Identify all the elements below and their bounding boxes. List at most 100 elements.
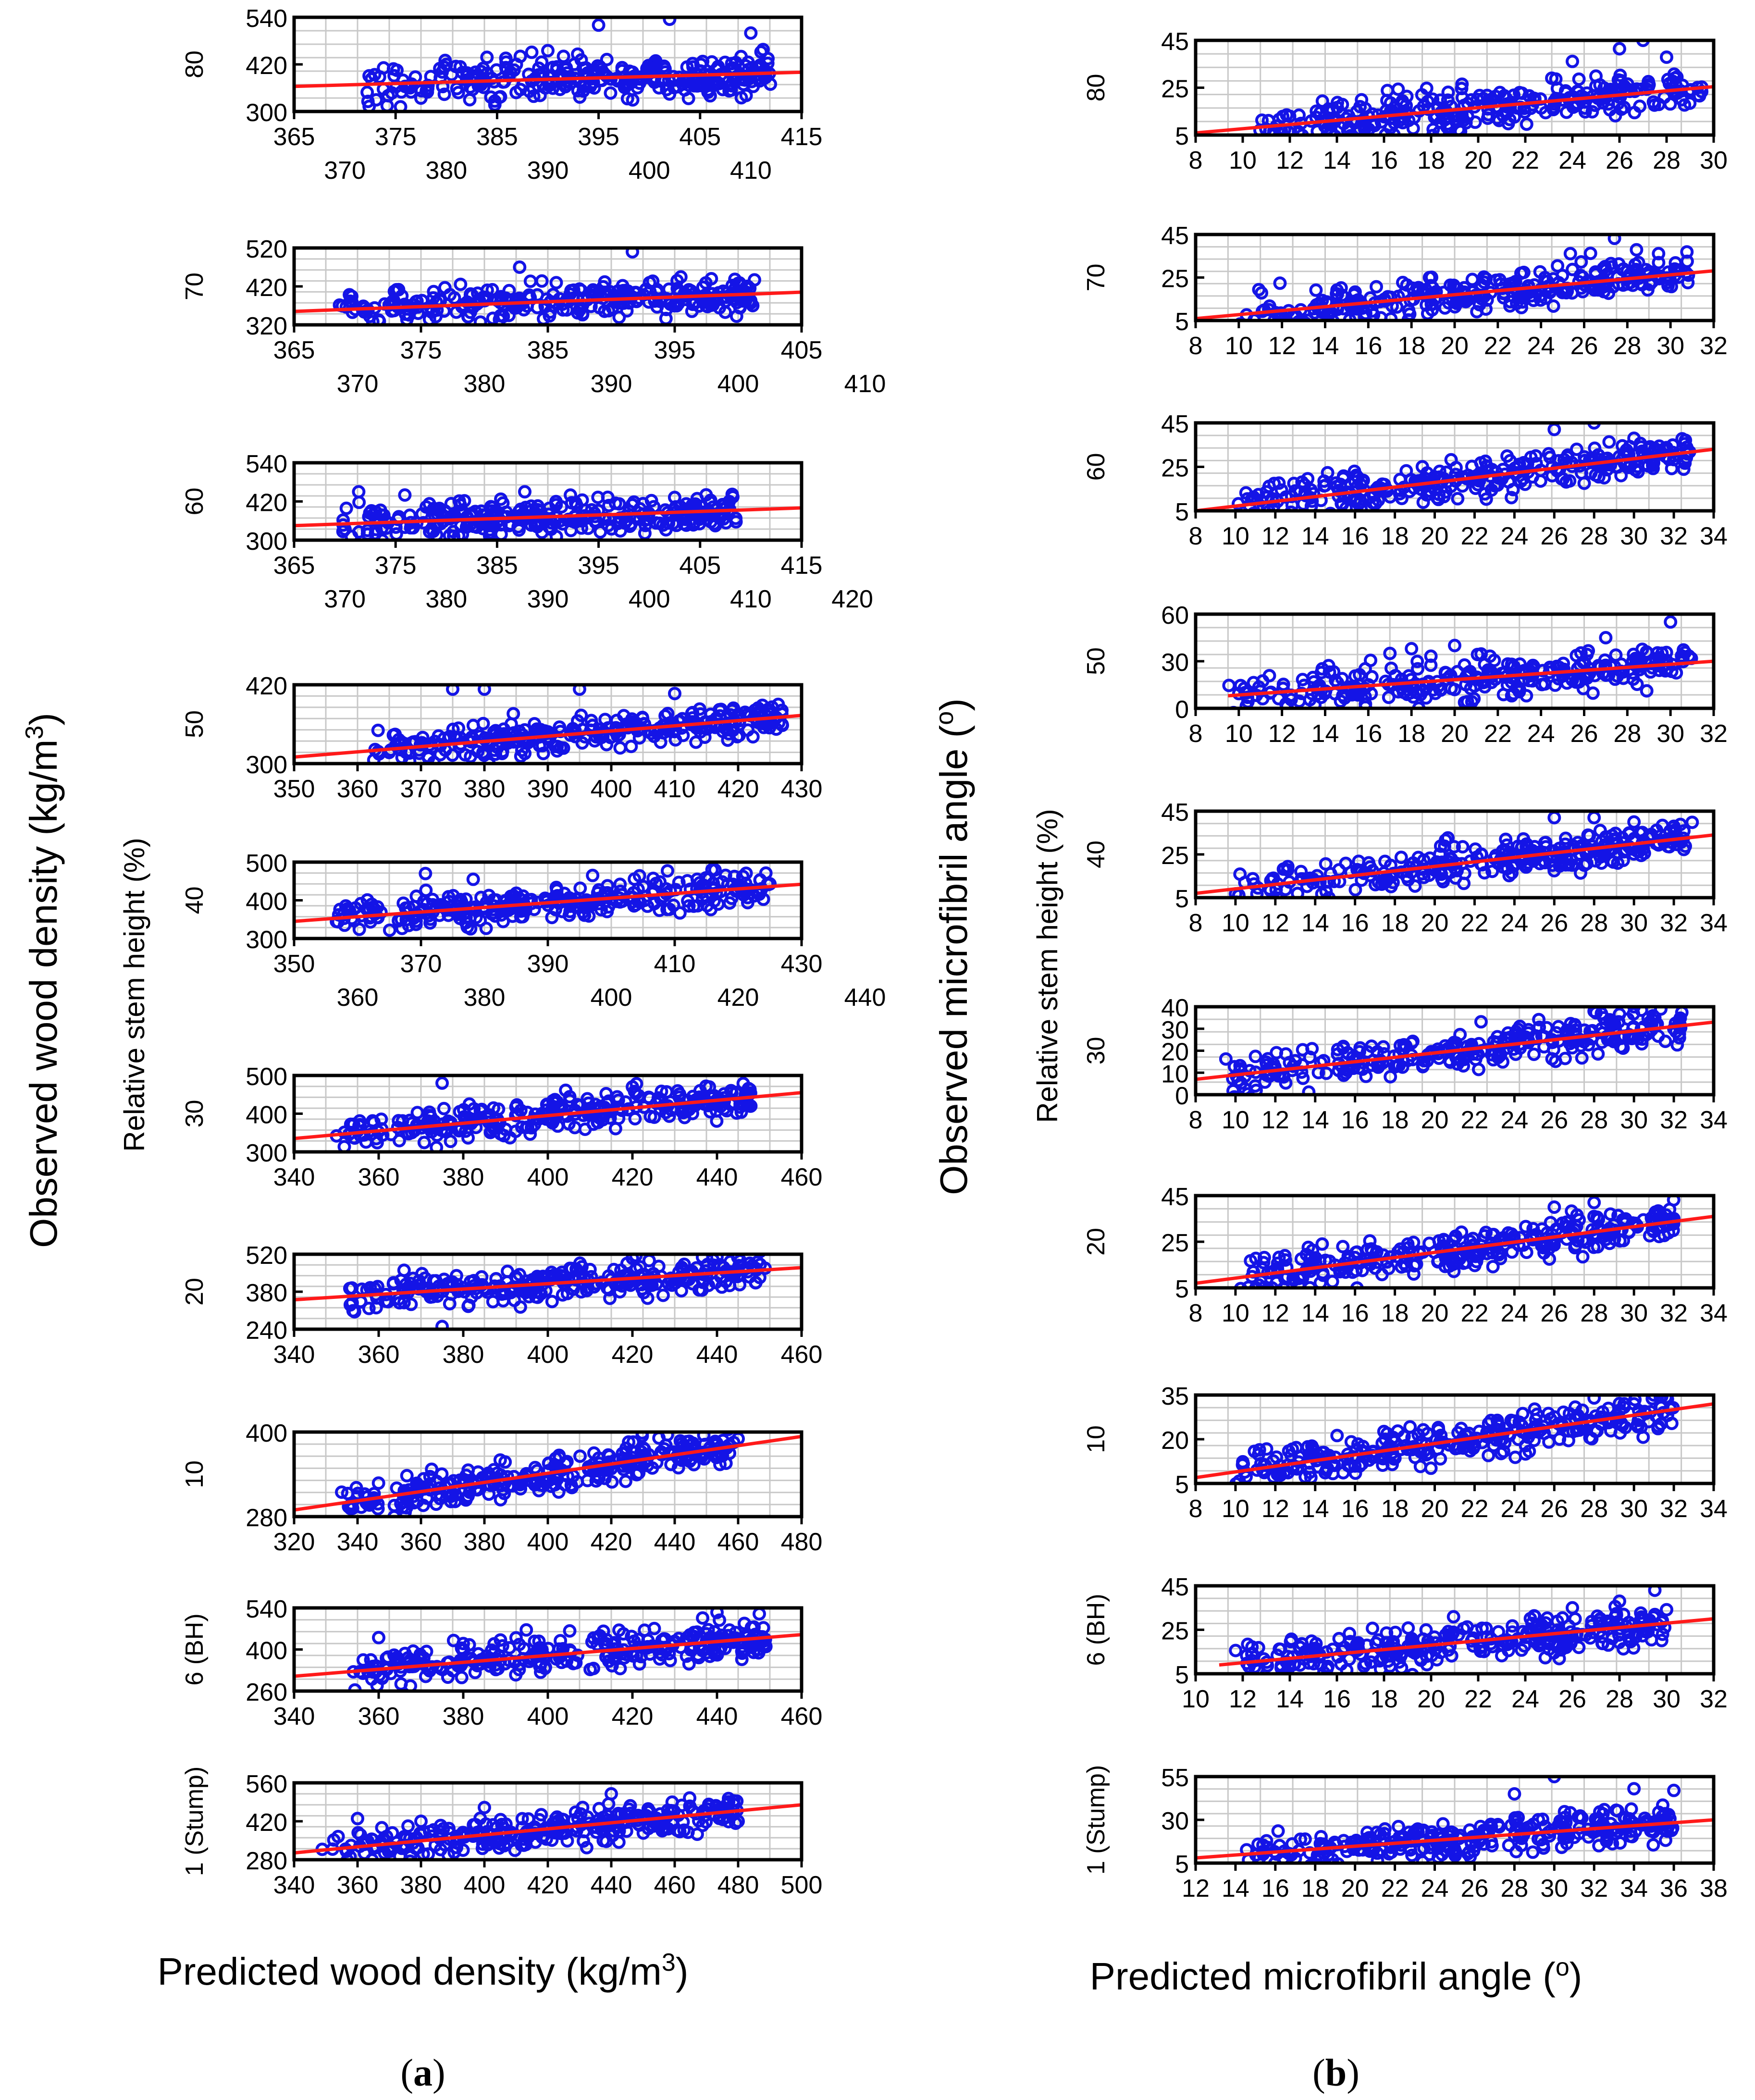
data-point (394, 1677, 408, 1691)
y-tick-label: 560 (246, 1770, 287, 1798)
data-point (461, 733, 475, 747)
data-point (1381, 84, 1395, 98)
x-tick-label: 400 (527, 1163, 569, 1191)
data-point (1575, 466, 1588, 480)
data-point (587, 1662, 600, 1675)
data-point (1520, 457, 1534, 471)
data-point (508, 1843, 522, 1857)
data-point (518, 1832, 531, 1846)
data-point (1276, 678, 1290, 692)
x-tick-label-bottom: 370 (324, 157, 366, 185)
data-point (503, 1282, 517, 1296)
data-point (549, 1452, 563, 1465)
y-tick-label: 5 (1175, 123, 1189, 150)
data-point (656, 73, 670, 86)
x-tick-label: 18 (1417, 147, 1445, 174)
outlier-point (480, 50, 494, 64)
y-tick-label: 500 (246, 850, 287, 877)
data-point (1576, 655, 1590, 669)
data-point (571, 714, 584, 728)
data-point (345, 289, 358, 303)
x-tick-label-bottom: 420 (717, 984, 759, 1012)
outlier-point (513, 260, 527, 274)
fit-line (294, 1091, 802, 1140)
data-point (519, 1623, 533, 1637)
outlier-point (731, 1815, 745, 1828)
x-tick-label: 460 (654, 1871, 696, 1899)
stem-height-label: 6 (BH) (181, 1613, 209, 1685)
data-point (438, 281, 452, 295)
data-point (763, 704, 777, 718)
x-tick-label: 26 (1570, 332, 1598, 360)
data-point (509, 1668, 523, 1682)
data-point (488, 94, 502, 108)
data-point (1364, 654, 1377, 667)
data-point (1424, 658, 1438, 672)
data-point (1529, 449, 1543, 463)
data-point (564, 284, 578, 297)
stem-height-label: 70 (181, 272, 209, 300)
data-point (754, 45, 768, 59)
data-point (422, 1105, 436, 1119)
data-point (735, 1653, 749, 1667)
y-tick-label: 420 (246, 274, 287, 302)
data-point (549, 498, 563, 512)
data-point (1441, 117, 1455, 131)
data-point (595, 74, 609, 87)
data-point (1317, 474, 1331, 488)
data-point (746, 79, 760, 93)
points-group (294, 248, 802, 325)
points-group (294, 863, 802, 937)
data-point (473, 315, 487, 325)
data-point (586, 1117, 600, 1131)
data-point (1406, 281, 1420, 295)
fit-line (294, 70, 802, 88)
stem-height-label: 1 (Stump) (181, 1766, 209, 1876)
data-point (748, 273, 761, 287)
data-point (618, 1807, 632, 1821)
fit-line (294, 506, 802, 528)
data-point (461, 1131, 475, 1145)
data-point (657, 1442, 671, 1456)
data-point (568, 57, 581, 71)
data-point (1438, 666, 1452, 679)
data-point (1557, 656, 1570, 670)
y-tick-label: 380 (246, 1279, 287, 1307)
data-point (736, 1076, 750, 1090)
data-point (455, 1670, 469, 1684)
data-point (573, 512, 587, 526)
data-point (453, 912, 467, 926)
data-point (417, 1136, 431, 1149)
data-point (735, 1644, 749, 1658)
data-point (1261, 139, 1272, 150)
data-point (1424, 649, 1438, 663)
x-tick-label: 360 (400, 1528, 442, 1556)
data-point (1279, 490, 1293, 504)
x-tick-label: 420 (591, 1528, 632, 1556)
x-tick-label: 405 (781, 336, 823, 364)
data-point (730, 1794, 744, 1808)
x-tick-label: 400 (527, 1703, 569, 1730)
data-point (560, 1286, 574, 1300)
stem-height-label: 30 (181, 1100, 209, 1128)
outlier-point (372, 1631, 385, 1644)
x-tick-label: 360 (337, 775, 379, 803)
data-point (580, 1284, 593, 1297)
x-tick-label: 460 (717, 1528, 759, 1556)
data-point (528, 1477, 542, 1491)
x-tick-label: 26 (1606, 147, 1633, 174)
data-point (1570, 649, 1583, 663)
data-point (412, 743, 426, 757)
y-tick-label: 540 (246, 5, 287, 33)
data-point (549, 276, 563, 290)
x-tick-label: 350 (273, 775, 315, 803)
data-point (401, 1819, 415, 1833)
data-point (395, 289, 409, 303)
data-point (1640, 684, 1654, 698)
outlier-point (744, 26, 758, 40)
x-tick-label: 440 (696, 1341, 738, 1369)
data-point (1597, 471, 1611, 485)
data-point (656, 1288, 670, 1302)
